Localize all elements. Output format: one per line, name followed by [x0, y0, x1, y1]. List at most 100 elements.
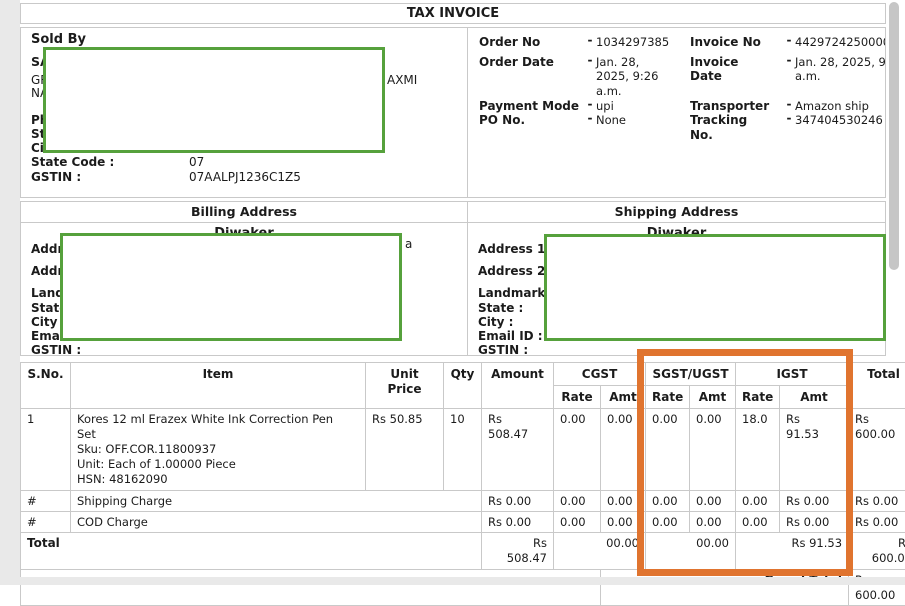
- tracking-no-value: 347404530246: [795, 113, 885, 127]
- seller-state-code-value: 07: [189, 155, 204, 169]
- order-no-value: 1034297385: [596, 35, 678, 49]
- order-date-label: Order Date: [479, 55, 584, 69]
- invoice-no-label: Invoice No: [690, 35, 783, 49]
- redaction-box-billing: [60, 233, 402, 341]
- cod-charge-row: # COD Charge Rs 0.00 0.00 0.00 0.00 0.00…: [21, 511, 905, 532]
- col-header-cgst-amt: Amt: [601, 386, 646, 409]
- grand-total-value: Rs 600.00: [849, 569, 905, 606]
- separator-dash: -: [584, 111, 596, 125]
- shipping-address-heading: Shipping Address: [468, 202, 885, 222]
- seller-gstin-value: 07AALPJ1236C1Z5: [189, 170, 301, 184]
- total-grand-amount: Rs 600.00: [849, 532, 905, 569]
- col-header-igst-amt: Amt: [780, 386, 849, 409]
- item-amount: Rs 508.47: [482, 409, 554, 491]
- col-header-igst-rate: Rate: [736, 386, 780, 409]
- page-margin-bottom: [0, 577, 905, 585]
- page-margin-left: [0, 0, 20, 585]
- tracking-no-label: Tracking No.: [690, 113, 783, 142]
- item-sgst-rate: 0.00: [646, 409, 690, 491]
- total-label: Total: [21, 532, 482, 569]
- cod-charge-total: Rs 0.00: [849, 511, 905, 532]
- shipping-charge-sno: #: [21, 490, 71, 511]
- item-qty: 10: [444, 409, 482, 491]
- col-header-sgst-rate: Rate: [646, 386, 690, 409]
- col-header-sno: S.No.: [21, 363, 71, 409]
- item-unit-price: Rs 50.85: [366, 409, 444, 491]
- seller-city-label-fragment: Ci: [31, 141, 44, 155]
- item-cgst-amt: 0.00: [601, 409, 646, 491]
- total-igst: Rs 91.53: [736, 532, 849, 569]
- col-header-item: Item: [71, 363, 366, 409]
- invoice-date-row: Invoice Date - Jan. 28, 2025, 9:3 a.m.: [690, 55, 885, 99]
- item-sgst-amt: 0.00: [690, 409, 736, 491]
- billing-gstin-label: GSTIN :: [31, 343, 467, 357]
- separator-dash: -: [584, 33, 596, 47]
- cod-charge-igst-amt: Rs 0.00: [780, 511, 849, 532]
- col-header-unit-price: Unit Price: [366, 363, 444, 409]
- shipping-charge-total: Rs 0.00: [849, 490, 905, 511]
- total-sgst: 00.00: [646, 532, 736, 569]
- invoice-date-label: Invoice Date: [690, 55, 783, 84]
- billing-address-heading: Billing Address: [21, 202, 468, 222]
- shipping-charge-sgst-amt: 0.00: [690, 490, 736, 511]
- invoice-no-value: 44297242500003: [795, 35, 885, 49]
- seller-address-fragment-end: AXMI: [387, 73, 417, 87]
- item-row: 1 Kores 12 ml Erazex White Ink Correctio…: [21, 409, 905, 491]
- vertical-scrollbar-thumb[interactable]: [889, 2, 899, 270]
- po-no-label: PO No.: [479, 113, 584, 127]
- total-cgst: 00.00: [554, 532, 646, 569]
- item-description: Kores 12 ml Erazex White Ink Correction …: [71, 409, 366, 491]
- col-header-cgst: CGST: [554, 363, 646, 386]
- transporter-label: Transporter: [690, 99, 783, 113]
- col-header-amount: Amount: [482, 363, 554, 409]
- po-no-row: PO No. - None: [479, 113, 678, 127]
- cod-charge-cgst-rate: 0.00: [554, 511, 601, 532]
- shipping-charge-amount: Rs 0.00: [482, 490, 554, 511]
- order-date-row: Order Date - Jan. 28, 2025, 9:26 a.m.: [479, 55, 678, 99]
- shipping-gstin-label: GSTIN :: [478, 343, 885, 357]
- seller-state-code-label: State Code :: [31, 155, 114, 169]
- cod-charge-igst-rate: 0.00: [736, 511, 780, 532]
- order-date-value: Jan. 28, 2025, 9:26 a.m.: [596, 55, 678, 98]
- col-header-total: Total: [849, 363, 905, 409]
- grand-total-label: Grand Total: [601, 569, 849, 606]
- grand-total-spacer: [21, 569, 601, 606]
- cod-charge-sgst-rate: 0.00: [646, 511, 690, 532]
- cod-charge-amount: Rs 0.00: [482, 511, 554, 532]
- page-title: TAX INVOICE: [20, 3, 886, 24]
- shipping-charge-cgst-amt: 0.00: [601, 490, 646, 511]
- shipping-charge-sgst-rate: 0.00: [646, 490, 690, 511]
- separator-dash: -: [783, 111, 795, 125]
- col-header-sgst: SGST/UGST: [646, 363, 736, 386]
- separator-dash: -: [783, 33, 795, 47]
- invoice-info-column: Invoice No - 44297242500003 Invoice Date…: [690, 35, 885, 142]
- total-row: Total Rs 508.47 00.00 00.00 Rs 91.53 Rs …: [21, 532, 905, 569]
- cod-charge-cgst-amt: 0.00: [601, 511, 646, 532]
- line-items-table: S.No. Item Unit Price Qty Amount CGST SG…: [20, 362, 905, 606]
- payment-mode-value: upi: [596, 99, 678, 113]
- billing-address-remnant: a: [405, 237, 412, 251]
- total-amount: Rs 508.47: [482, 532, 554, 569]
- payment-mode-label: Payment Mode: [479, 99, 584, 113]
- cod-charge-sno: #: [21, 511, 71, 532]
- redaction-box-seller: [43, 47, 385, 153]
- separator-dash: -: [783, 97, 795, 111]
- separator-dash: -: [584, 97, 596, 111]
- line-items-table-wrap: S.No. Item Unit Price Qty Amount CGST SG…: [20, 362, 888, 606]
- order-invoice-info: Order No - 1034297385 Order Date - Jan. …: [468, 28, 885, 197]
- table-header-row-1: S.No. Item Unit Price Qty Amount CGST SG…: [21, 363, 905, 386]
- payment-mode-row: Payment Mode - upi: [479, 99, 678, 113]
- invoice-date-value: Jan. 28, 2025, 9:3 a.m.: [795, 55, 885, 84]
- col-header-sgst-amt: Amt: [690, 386, 736, 409]
- separator-dash: -: [783, 53, 795, 67]
- cod-charge-sgst-amt: 0.00: [690, 511, 736, 532]
- seller-gstin-label: GSTIN :: [31, 170, 81, 184]
- shipping-charge-igst-rate: 0.00: [736, 490, 780, 511]
- shipping-charge-igst-amt: Rs 0.00: [780, 490, 849, 511]
- col-header-cgst-rate: Rate: [554, 386, 601, 409]
- item-cgst-rate: 0.00: [554, 409, 601, 491]
- invoice-no-row: Invoice No - 44297242500003: [690, 35, 885, 55]
- address-headers: Billing Address Shipping Address: [21, 202, 885, 223]
- item-total: Rs 600.00: [849, 409, 905, 491]
- item-igst-rate: 18.0: [736, 409, 780, 491]
